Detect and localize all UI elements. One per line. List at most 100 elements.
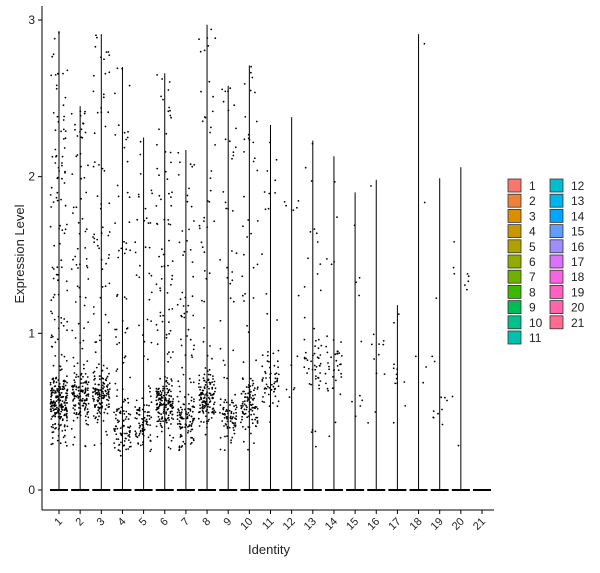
- data-point: [150, 341, 153, 344]
- data-point: [334, 421, 337, 424]
- data-point: [293, 387, 296, 389]
- data-point: [54, 401, 56, 404]
- data-point: [378, 343, 380, 345]
- data-point: [92, 371, 95, 374]
- data-point: [86, 376, 89, 378]
- data-point: [116, 395, 118, 397]
- data-point: [51, 415, 54, 418]
- legend-key: [507, 300, 522, 315]
- data-point: [328, 435, 331, 438]
- data-point: [288, 396, 291, 398]
- data-point: [191, 295, 194, 298]
- data-point: [274, 395, 277, 398]
- data-point: [82, 375, 84, 378]
- data-point: [251, 422, 254, 425]
- data-point: [139, 429, 142, 432]
- x-tick-label: 17: [386, 516, 403, 533]
- data-point: [92, 397, 94, 400]
- data-point: [86, 389, 89, 391]
- data-point: [171, 260, 174, 262]
- data-point: [203, 406, 206, 409]
- data-point: [441, 423, 444, 426]
- data-point: [102, 420, 105, 422]
- data-point: [235, 404, 237, 407]
- data-point: [124, 432, 126, 435]
- data-point: [93, 370, 96, 373]
- data-point: [251, 406, 254, 409]
- data-point: [114, 134, 117, 136]
- data-point: [157, 399, 160, 401]
- data-point: [306, 372, 308, 374]
- data-point: [256, 169, 259, 172]
- data-point: [296, 355, 299, 358]
- data-point: [191, 422, 193, 425]
- data-point: [81, 347, 84, 350]
- data-point: [250, 390, 252, 393]
- data-point: [50, 398, 52, 401]
- data-point: [316, 273, 319, 275]
- data-point: [85, 404, 88, 406]
- data-point: [76, 362, 79, 365]
- data-point: [128, 84, 131, 87]
- data-point: [52, 426, 54, 429]
- data-point: [242, 405, 244, 407]
- x-tick-label: 14: [323, 516, 340, 533]
- data-point: [359, 394, 361, 397]
- legend-label: 14: [571, 209, 585, 223]
- data-point: [316, 241, 319, 243]
- data-point: [161, 78, 164, 80]
- violin-lines: [50, 24, 491, 491]
- data-point: [72, 388, 74, 391]
- data-point: [211, 397, 214, 400]
- data-point: [138, 426, 141, 429]
- x-tick-label: 7: [179, 516, 192, 529]
- data-point: [242, 390, 245, 393]
- data-point: [340, 376, 343, 378]
- data-point: [57, 399, 59, 401]
- legend-label: 9: [529, 301, 536, 315]
- data-point: [52, 112, 55, 114]
- data-point: [101, 226, 104, 229]
- data-point: [200, 397, 203, 400]
- data-point: [93, 132, 96, 135]
- data-point: [170, 405, 172, 408]
- data-point: [138, 434, 140, 437]
- data-point: [62, 385, 65, 388]
- data-point: [159, 394, 161, 397]
- data-point: [165, 421, 168, 424]
- data-point: [210, 394, 212, 397]
- data-point: [168, 321, 170, 323]
- data-point: [136, 409, 139, 411]
- data-point: [214, 390, 216, 393]
- data-point: [63, 409, 66, 411]
- data-point: [59, 224, 61, 227]
- data-point: [254, 393, 256, 396]
- data-point: [180, 338, 182, 341]
- data-point: [102, 387, 104, 390]
- data-point: [52, 268, 55, 270]
- data-point: [93, 74, 95, 77]
- data-point: [53, 408, 56, 411]
- data-point: [253, 387, 256, 389]
- data-point: [202, 393, 204, 395]
- data-point: [116, 427, 119, 430]
- data-point: [167, 89, 170, 91]
- data-point: [186, 311, 189, 313]
- data-point: [53, 380, 55, 383]
- data-point: [247, 392, 250, 395]
- data-point: [50, 186, 53, 189]
- data-point: [203, 216, 206, 219]
- data-point: [274, 377, 277, 380]
- data-point: [86, 360, 89, 362]
- data-point: [422, 381, 425, 384]
- data-point: [202, 412, 205, 414]
- data-point: [225, 207, 228, 210]
- data-point: [224, 138, 227, 141]
- data-point: [452, 266, 455, 269]
- data-point: [189, 408, 192, 411]
- data-point: [313, 352, 316, 355]
- data-point: [123, 296, 126, 298]
- data-point: [66, 425, 69, 428]
- data-point: [61, 400, 64, 402]
- data-point: [393, 321, 395, 324]
